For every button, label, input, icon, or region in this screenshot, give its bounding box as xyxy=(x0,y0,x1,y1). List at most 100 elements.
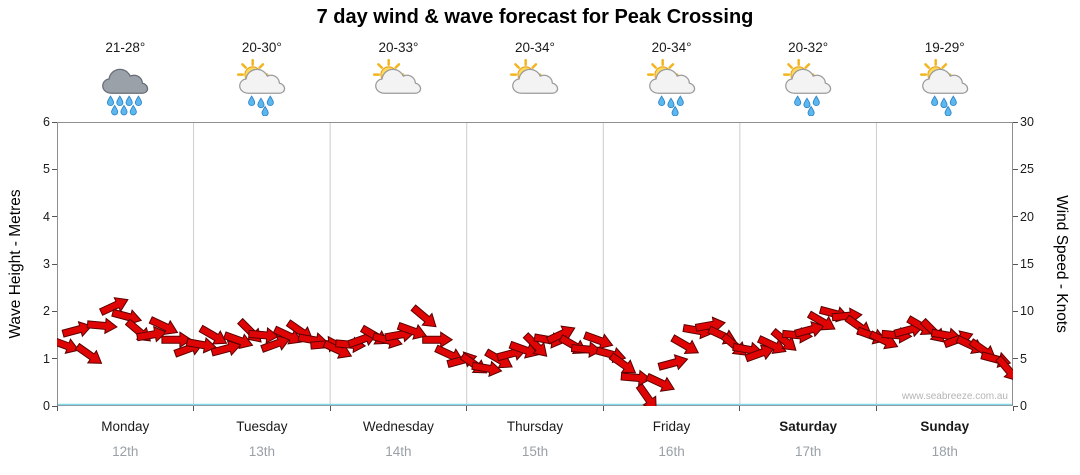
right-tick-30: 30 xyxy=(1020,115,1034,129)
wind-arrow xyxy=(57,332,82,358)
raindrop-icon xyxy=(671,105,679,117)
tick-mark xyxy=(739,406,741,411)
temp-range-wednesday: 20-33° xyxy=(378,40,419,55)
left-tick-3: 3 xyxy=(43,257,50,271)
tick-mark xyxy=(52,358,57,360)
raindrop-icon xyxy=(949,95,957,106)
tick-mark xyxy=(52,263,57,265)
day-date-wednesday: 14th xyxy=(385,444,412,459)
raindrop-icon xyxy=(116,95,124,106)
tick-mark xyxy=(1013,310,1018,312)
tick-mark xyxy=(193,406,195,411)
left-tick-0: 0 xyxy=(43,399,50,413)
cloud-icon xyxy=(648,68,695,94)
wind-arrow xyxy=(86,316,119,335)
tick-mark xyxy=(52,310,57,312)
day-gridlines xyxy=(58,123,1012,406)
raindrop-icon xyxy=(125,95,133,106)
weather-icon-sun-cloud-rain-friday xyxy=(646,58,698,117)
tick-mark xyxy=(56,406,58,411)
wind-arrow xyxy=(643,369,678,397)
weather-icon-rain-heavy-monday xyxy=(99,58,151,116)
right-tick-15: 15 xyxy=(1020,257,1034,271)
weather-icon-sun-cloud-wednesday xyxy=(372,58,424,116)
tick-mark xyxy=(1013,405,1018,407)
weather-icon-sun-cloud-rain-saturday xyxy=(782,58,834,117)
tick-mark xyxy=(466,406,468,411)
cloud-icon xyxy=(785,68,832,94)
tick-mark xyxy=(52,405,57,407)
day-label-tuesday: Tuesday xyxy=(236,419,288,434)
wind-arrow-layer xyxy=(57,292,1013,406)
tick-mark xyxy=(602,406,604,411)
temp-range-tuesday: 20-30° xyxy=(241,40,282,55)
day-date-tuesday: 13th xyxy=(248,444,275,459)
raindrop-icon xyxy=(261,105,269,117)
plot-area xyxy=(57,122,1013,406)
raindrop-icon xyxy=(676,95,684,106)
left-tick-2: 2 xyxy=(43,304,50,319)
right-tick-0: 0 xyxy=(1020,399,1027,413)
left-tick-6: 6 xyxy=(43,115,50,129)
day-label-thursday: Thursday xyxy=(506,419,564,434)
day-label-sunday: Sunday xyxy=(920,419,970,434)
wind-arrow xyxy=(656,351,690,375)
day-label-wednesday: Wednesday xyxy=(362,419,434,434)
left-axis-title: Wave Height - Metres xyxy=(7,189,24,339)
raindrop-icon xyxy=(807,105,815,117)
weather-icon-sun-cloud-rain-sunday xyxy=(919,58,971,117)
raindrop-icon xyxy=(940,97,948,109)
tick-mark xyxy=(1013,216,1018,218)
tick-mark xyxy=(52,121,57,123)
raindrop-icon xyxy=(812,95,820,106)
right-axis-title: Wind Speed - Knots xyxy=(1053,195,1070,333)
raindrop-icon xyxy=(657,95,665,106)
day-date-sunday: 18th xyxy=(931,444,958,459)
tick-mark xyxy=(52,168,57,170)
cloud-icon xyxy=(238,68,286,94)
raindrop-icon xyxy=(667,97,675,109)
wind-arrows-svg xyxy=(57,123,1013,406)
cloud-icon xyxy=(102,68,149,94)
tick-mark xyxy=(875,406,877,411)
cloud-icon xyxy=(375,68,422,94)
raindrop-icon xyxy=(803,97,811,109)
tick-mark xyxy=(1013,358,1018,360)
tick-mark xyxy=(1012,406,1014,411)
day-date-thursday: 15th xyxy=(521,444,549,459)
raindrop-icon xyxy=(257,97,265,109)
raindrop-icon xyxy=(930,95,938,106)
right-tick-20: 20 xyxy=(1020,209,1034,224)
raindrop-icon xyxy=(107,95,115,106)
raindrop-icon xyxy=(120,104,128,116)
raindrop-icon xyxy=(111,104,119,116)
left-tick-5: 5 xyxy=(43,162,50,177)
temp-range-friday: 20-34° xyxy=(651,40,692,55)
tick-mark xyxy=(1013,168,1018,170)
temp-range-monday: 21-28° xyxy=(105,40,146,55)
raindrop-icon xyxy=(130,104,138,116)
day-date-saturday: 17th xyxy=(795,444,822,459)
day-label-friday: Friday xyxy=(652,419,691,434)
right-tick-10: 10 xyxy=(1020,304,1034,319)
cloud-icon xyxy=(921,68,968,94)
raindrop-icon xyxy=(247,95,256,106)
raindrop-icon xyxy=(266,95,274,106)
tick-mark xyxy=(1013,121,1018,123)
wind-arrow xyxy=(72,339,107,371)
page-title: 7 day wind & wave forecast for Peak Cros… xyxy=(316,6,754,28)
left-tick-1: 1 xyxy=(43,351,50,366)
raindrop-icon xyxy=(944,105,952,117)
tick-mark xyxy=(1013,263,1018,265)
raindrop-icon xyxy=(794,95,802,106)
left-tick-4: 4 xyxy=(43,209,50,224)
watermark: www.seabreeze.com.au xyxy=(901,391,1008,402)
temp-range-saturday: 20-32° xyxy=(788,40,829,55)
day-date-monday: 12th xyxy=(112,444,139,459)
cloud-icon xyxy=(512,68,559,94)
weather-icon-sun-cloud-thursday xyxy=(509,58,561,116)
tick-mark xyxy=(329,406,331,411)
right-tick-5: 5 xyxy=(1020,351,1027,366)
temp-range-thursday: 20-34° xyxy=(515,40,555,55)
